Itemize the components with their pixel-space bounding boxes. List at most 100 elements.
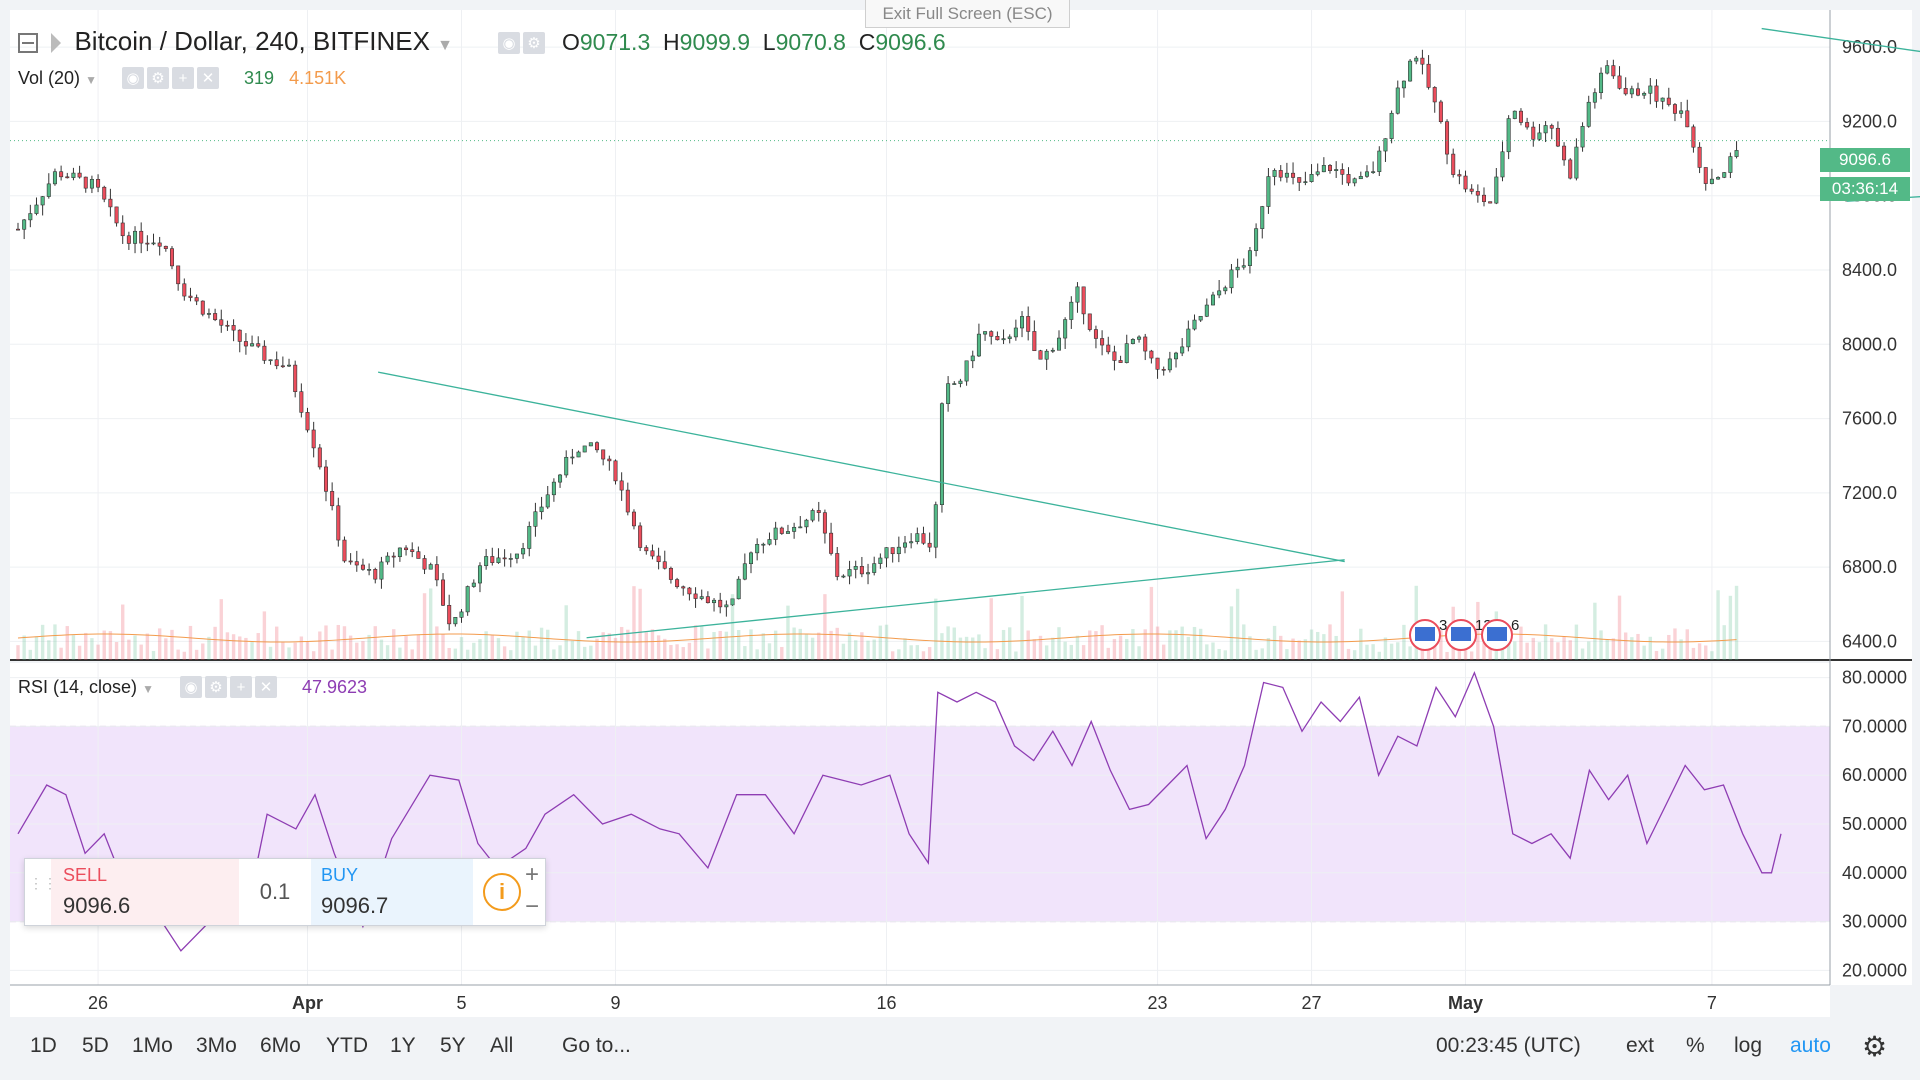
candle-body — [373, 569, 378, 580]
close-icon[interactable]: ✕ — [197, 67, 219, 89]
volume-bar — [34, 636, 39, 660]
candle-body — [607, 458, 612, 462]
volume-bar — [207, 636, 211, 660]
volume-bar — [1482, 642, 1486, 660]
collapse-icon[interactable] — [18, 33, 38, 54]
range-3mo[interactable]: 3Mo — [196, 1034, 237, 1057]
volume-bar — [564, 605, 568, 660]
candle-body — [96, 178, 101, 188]
drag-handle-icon[interactable]: ⋮⋮ — [29, 875, 57, 891]
volume-bar — [244, 637, 248, 660]
volume-bar — [1365, 644, 1369, 660]
volume-bar — [909, 645, 913, 660]
volume-bar — [1174, 630, 1178, 660]
volume-bar — [1648, 636, 1653, 660]
rsi-label[interactable]: RSI (14, close) — [18, 677, 138, 697]
volume-ma-value: 4.151K — [289, 68, 347, 88]
volume-buttons: ◉ ⚙ + ✕ — [122, 67, 219, 89]
gear-icon[interactable]: ⚙ — [147, 67, 169, 89]
percent-toggle[interactable]: % — [1686, 1034, 1705, 1057]
range-all[interactable]: All — [490, 1034, 514, 1057]
buy-button[interactable]: BUY 9096.7 — [311, 859, 473, 925]
chart-canvas[interactable]: 6400.06800.07200.07600.08000.08400.08800… — [0, 0, 1920, 1020]
candle-body — [619, 480, 624, 491]
chevron-down-icon[interactable]: ▼ — [142, 682, 154, 696]
volume-bar — [1162, 644, 1166, 660]
candle-body — [287, 364, 292, 367]
triangle-lower-line[interactable] — [586, 559, 1345, 639]
price-axis[interactable] — [1830, 10, 1912, 985]
volume-bar — [1094, 631, 1098, 660]
info-icon[interactable]: i — [483, 873, 521, 911]
candle-body — [410, 549, 415, 552]
range-1d[interactable]: 1D — [30, 1034, 57, 1057]
volume-label[interactable]: Vol (20) — [18, 68, 81, 88]
volume-bar — [1377, 651, 1381, 660]
volume-bar — [927, 647, 932, 660]
volume-bar — [1143, 629, 1147, 660]
chevron-down-icon[interactable]: ▼ — [437, 37, 454, 54]
gear-icon[interactable]: ⚙ — [205, 676, 227, 698]
time-axis[interactable] — [10, 985, 1830, 1017]
buy-price: 9096.7 — [321, 893, 389, 918]
candle-body — [995, 336, 1000, 341]
volume-bar — [1266, 638, 1271, 660]
candle-body — [779, 527, 784, 534]
volume-bar — [1248, 636, 1252, 660]
volume-bar — [231, 634, 236, 660]
range-ytd[interactable]: YTD — [326, 1034, 368, 1057]
candle-body — [1728, 156, 1733, 173]
symbol-title[interactable]: Bitcoin / Dollar, 240, BITFINEX — [74, 26, 430, 56]
candle-body — [59, 171, 64, 178]
range-1y[interactable]: 1Y — [390, 1034, 416, 1057]
candle-body — [1118, 360, 1123, 363]
exit-fullscreen-button[interactable]: Exit Full Screen (ESC) — [865, 0, 1070, 28]
eye-icon[interactable]: ◉ — [122, 67, 144, 89]
candle-body — [681, 586, 686, 589]
ext-toggle[interactable]: ext — [1626, 1034, 1655, 1057]
volume-legend: Vol (20) ▼ — [18, 68, 97, 89]
ohlc-low: 9070.8 — [775, 29, 846, 55]
rsi-tick-label: 50.0000 — [1842, 814, 1907, 834]
chevron-down-icon[interactable]: ▼ — [85, 73, 97, 87]
eye-icon[interactable]: ◉ — [180, 676, 202, 698]
volume-bar — [995, 649, 1000, 660]
eye-icon[interactable]: ◉ — [498, 32, 520, 54]
y-tick-label: 6400.0 — [1842, 631, 1897, 651]
gear-icon[interactable]: ⚙ — [523, 32, 545, 54]
price-pane[interactable] — [10, 10, 1830, 660]
range-6mo[interactable]: 6Mo — [260, 1034, 301, 1057]
volume-values: 319 4.151K — [244, 68, 346, 89]
volume-bar — [1254, 649, 1258, 660]
range-1mo[interactable]: 1Mo — [132, 1034, 173, 1057]
volume-bar — [693, 625, 698, 660]
sell-button[interactable]: SELL 9096.6 — [51, 859, 239, 925]
volume-bar — [632, 586, 636, 660]
volume-bar — [1063, 641, 1067, 660]
range-5d[interactable]: 5D — [82, 1034, 109, 1057]
volume-bar — [1660, 648, 1665, 660]
close-icon[interactable]: ✕ — [255, 676, 277, 698]
plus-icon[interactable]: + — [524, 861, 539, 888]
volume-bar — [1697, 643, 1702, 660]
quantity-field[interactable]: 0.1 — [259, 879, 291, 904]
candle-body — [231, 325, 236, 331]
plus-icon[interactable]: + — [172, 67, 194, 89]
gear-icon[interactable]: ⚙ — [1862, 1031, 1888, 1062]
range-5y[interactable]: 5Y — [440, 1034, 466, 1057]
volume-bar — [355, 642, 359, 660]
auto-toggle[interactable]: auto — [1790, 1034, 1831, 1057]
candle-body — [952, 383, 957, 385]
plus-icon[interactable]: + — [230, 676, 252, 698]
candle-body — [872, 563, 877, 573]
minus-icon[interactable]: − — [524, 893, 539, 920]
candle-body — [453, 617, 458, 625]
rsi-tick-label: 80.0000 — [1842, 668, 1907, 688]
volume-bar — [804, 634, 809, 660]
utc-clock[interactable]: 00:23:45 (UTC) — [1436, 1034, 1581, 1057]
log-toggle[interactable]: log — [1734, 1034, 1763, 1057]
goto-button[interactable]: Go to... — [562, 1034, 631, 1057]
rsi-buttons: ◉ ⚙ + ✕ — [180, 676, 277, 698]
triangle-upper-line[interactable] — [377, 371, 1345, 563]
candle-body — [1056, 337, 1061, 351]
